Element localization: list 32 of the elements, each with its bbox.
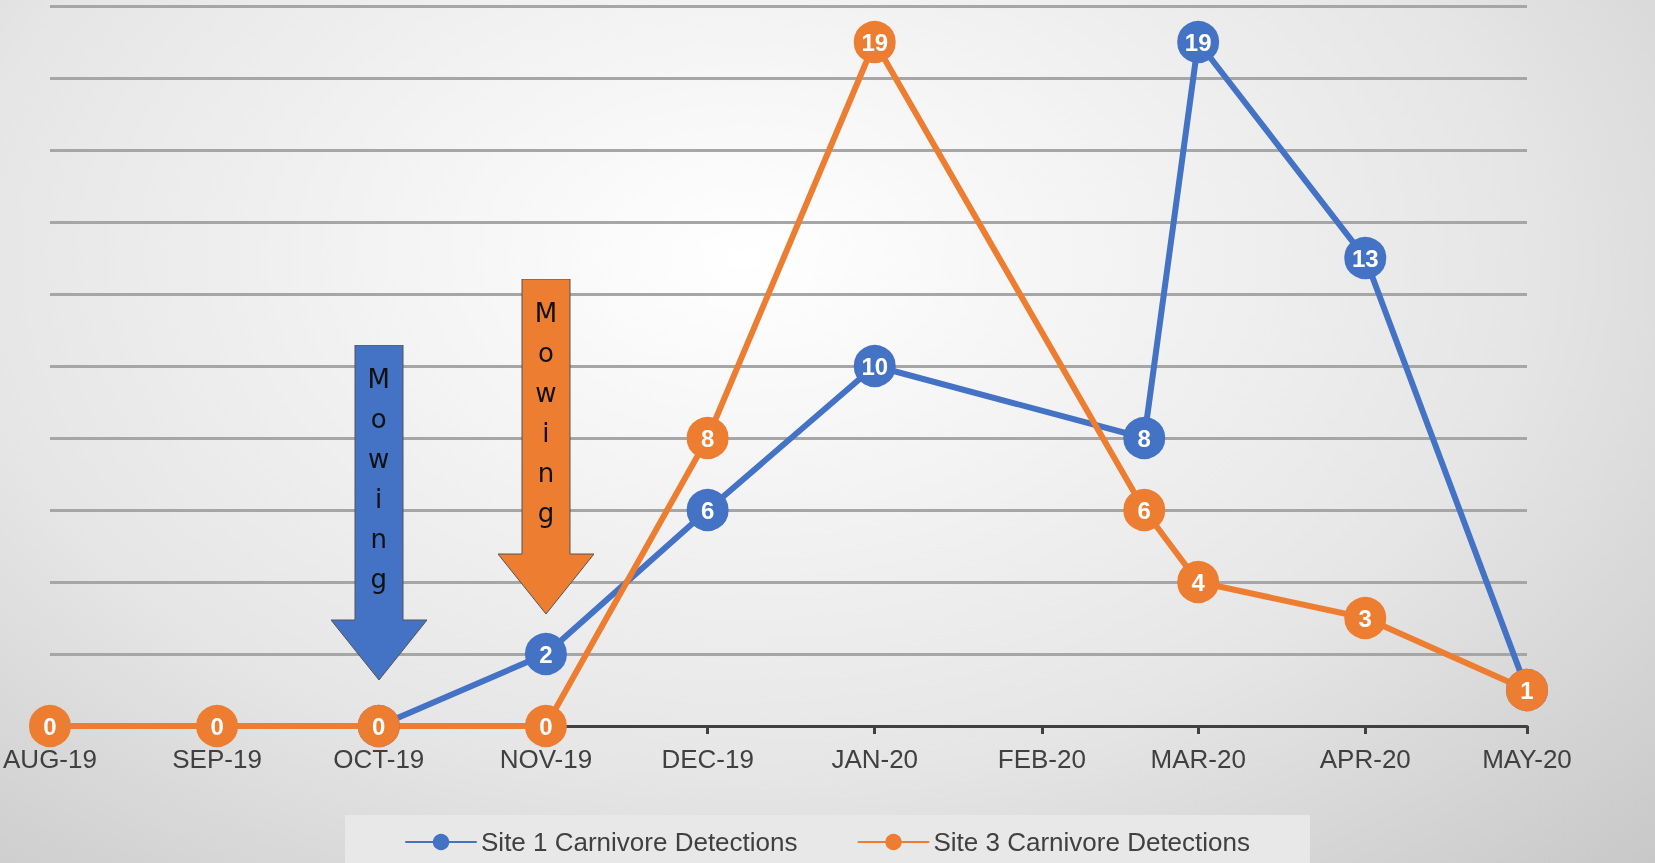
data-label: 6 (1137, 496, 1151, 524)
x-tick-label: APR-20 (1319, 744, 1411, 774)
legend-label: Site 3 Carnivore Detections (933, 827, 1250, 857)
data-label: 0 (372, 712, 386, 740)
data-label: 8 (700, 424, 715, 452)
data-label: 8 (1137, 424, 1151, 452)
x-tick-label: OCT-19 (333, 744, 425, 774)
x-tick-label: DEC-19 (661, 744, 754, 774)
data-label: 6 (700, 496, 715, 524)
annotation: Mowing (533, 297, 559, 531)
data-label: 0 (539, 712, 553, 740)
data-label: 19 (861, 28, 889, 56)
data-label: 10 (861, 352, 889, 380)
down-arrow: Mowing (497, 279, 594, 615)
data-label: 3 (1358, 604, 1372, 632)
data-label: 13 (1351, 244, 1379, 272)
data-label: 4 (1191, 568, 1206, 596)
down-arrow: Mowing (330, 344, 427, 680)
x-tick-label: FEB-20 (997, 744, 1086, 774)
x-tick-label: AUG-19 (3, 744, 97, 774)
data-label: 0 (43, 712, 57, 740)
data-label: 1 (1520, 676, 1534, 704)
data-label: 0 (210, 712, 224, 740)
x-tick-label: NOV-19 (499, 744, 593, 774)
x-tick-label: SEP-19 (172, 744, 262, 774)
x-tick-label: MAR-20 (1150, 744, 1246, 774)
annotation: Mowing (366, 362, 391, 596)
x-tick-label: MAY-20 (1482, 744, 1572, 774)
legend-label: Site 1 Carnivore Detections (481, 827, 798, 857)
data-label: 19 (1184, 28, 1212, 56)
data-label: 2 (539, 640, 553, 668)
x-tick-label: JAN-20 (831, 744, 919, 774)
